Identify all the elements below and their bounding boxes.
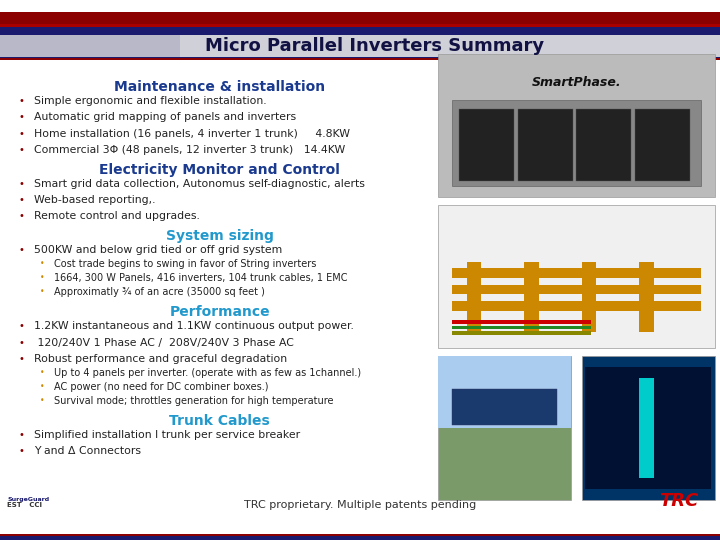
Bar xyxy=(452,301,701,310)
Text: Maintenance & installation: Maintenance & installation xyxy=(114,80,325,94)
Text: Simple ergonomic and flexible installation.: Simple ergonomic and flexible installati… xyxy=(34,96,266,106)
Text: Y and Δ Connectors: Y and Δ Connectors xyxy=(34,446,141,456)
Text: Micro Parallel Inverters Summary: Micro Parallel Inverters Summary xyxy=(204,37,544,55)
Text: •: • xyxy=(18,112,24,123)
Bar xyxy=(582,262,596,332)
Bar xyxy=(585,367,711,489)
Text: TRC: TRC xyxy=(659,492,698,510)
Text: •: • xyxy=(18,211,24,221)
Bar xyxy=(0,58,720,60)
Bar xyxy=(467,262,481,332)
Text: •: • xyxy=(18,129,24,139)
Bar xyxy=(518,109,573,181)
Bar xyxy=(438,205,715,348)
Bar xyxy=(0,12,720,24)
Bar xyxy=(452,285,701,294)
Bar xyxy=(180,35,720,57)
Text: Simplified installation l trunk per service breaker: Simplified installation l trunk per serv… xyxy=(34,430,300,440)
Text: •: • xyxy=(40,287,44,296)
Bar xyxy=(0,27,720,32)
Text: Survival mode; throttles generation for high temperature: Survival mode; throttles generation for … xyxy=(54,396,333,406)
Text: Cost trade begins to swing in favor of String inverters: Cost trade begins to swing in favor of S… xyxy=(54,259,316,269)
Bar xyxy=(459,109,514,181)
Text: •: • xyxy=(18,245,24,255)
Text: AC power (no need for DC combiner boxes.): AC power (no need for DC combiner boxes.… xyxy=(54,382,269,392)
Text: Up to 4 panels per inverter. (operate with as few as 1channel.): Up to 4 panels per inverter. (operate wi… xyxy=(54,368,361,378)
Text: 1664, 300 W Panels, 416 inverters, 104 trunk cables, 1 EMC: 1664, 300 W Panels, 416 inverters, 104 t… xyxy=(54,273,348,284)
Text: 500KW and below grid tied or off grid system: 500KW and below grid tied or off grid sy… xyxy=(34,245,282,255)
Text: 1.2KW instantaneous and 1.1KW continuous output power.: 1.2KW instantaneous and 1.1KW continuous… xyxy=(34,321,354,332)
Bar xyxy=(0,24,720,27)
Bar xyxy=(0,35,720,57)
Text: 120/240V 1 Phase AC /  208V/240V 3 Phase AC: 120/240V 1 Phase AC / 208V/240V 3 Phase … xyxy=(34,338,294,348)
Text: •: • xyxy=(18,96,24,106)
Text: Web-based reporting,.: Web-based reporting,. xyxy=(34,195,156,205)
Text: Automatic grid mapping of panels and inverters: Automatic grid mapping of panels and inv… xyxy=(34,112,296,123)
Text: •: • xyxy=(40,273,44,282)
Text: •: • xyxy=(18,430,24,440)
Bar xyxy=(524,262,539,332)
Bar xyxy=(0,57,720,58)
Text: SmartPhase.: SmartPhase. xyxy=(531,76,621,89)
Bar xyxy=(452,268,701,278)
Text: •: • xyxy=(40,382,44,391)
Text: Smart grid data collection, Autonomus self-diagnostic, alerts: Smart grid data collection, Autonomus se… xyxy=(34,179,365,189)
Bar xyxy=(0,534,720,536)
Bar xyxy=(582,356,715,500)
Bar xyxy=(0,32,720,35)
Text: •: • xyxy=(18,195,24,205)
Text: Performance: Performance xyxy=(169,305,270,319)
Text: •: • xyxy=(18,321,24,332)
Text: Approximatly ¾ of an acre (35000 sq feet ): Approximatly ¾ of an acre (35000 sq feet… xyxy=(54,287,265,298)
Bar xyxy=(438,356,571,500)
Text: •: • xyxy=(18,446,24,456)
Bar xyxy=(639,262,654,332)
Text: •: • xyxy=(40,368,44,377)
Bar xyxy=(639,378,654,478)
Bar xyxy=(452,331,590,335)
Text: •: • xyxy=(40,259,44,268)
Text: System sizing: System sizing xyxy=(166,229,274,243)
Text: Robust performance and graceful degradation: Robust performance and graceful degradat… xyxy=(34,354,287,364)
Bar xyxy=(577,109,631,181)
Bar xyxy=(452,100,701,186)
Text: Trunk Cables: Trunk Cables xyxy=(169,414,270,428)
Bar xyxy=(635,109,690,181)
Text: Commercial 3Φ (48 panels, 12 inverter 3 trunk)   14.4KW: Commercial 3Φ (48 panels, 12 inverter 3 … xyxy=(34,145,345,155)
Text: •: • xyxy=(18,338,24,348)
Bar xyxy=(0,536,720,540)
Text: •: • xyxy=(40,396,44,405)
Text: Electricity Monitor and Control: Electricity Monitor and Control xyxy=(99,163,340,177)
Bar xyxy=(452,320,590,324)
Text: •: • xyxy=(18,145,24,155)
Bar xyxy=(452,326,590,329)
Bar xyxy=(452,389,557,425)
Bar xyxy=(438,356,571,428)
Text: TRC proprietary. Multiple patents pending: TRC proprietary. Multiple patents pendin… xyxy=(244,500,476,510)
Text: Home installation (16 panels, 4 inverter 1 trunk)     4.8KW: Home installation (16 panels, 4 inverter… xyxy=(34,129,350,139)
Text: EST   CCI: EST CCI xyxy=(7,502,42,508)
Text: SurgeGuard: SurgeGuard xyxy=(7,497,50,502)
Text: •: • xyxy=(18,179,24,189)
Bar xyxy=(438,54,715,197)
Text: Remote control and upgrades.: Remote control and upgrades. xyxy=(34,211,199,221)
Text: •: • xyxy=(18,354,24,364)
